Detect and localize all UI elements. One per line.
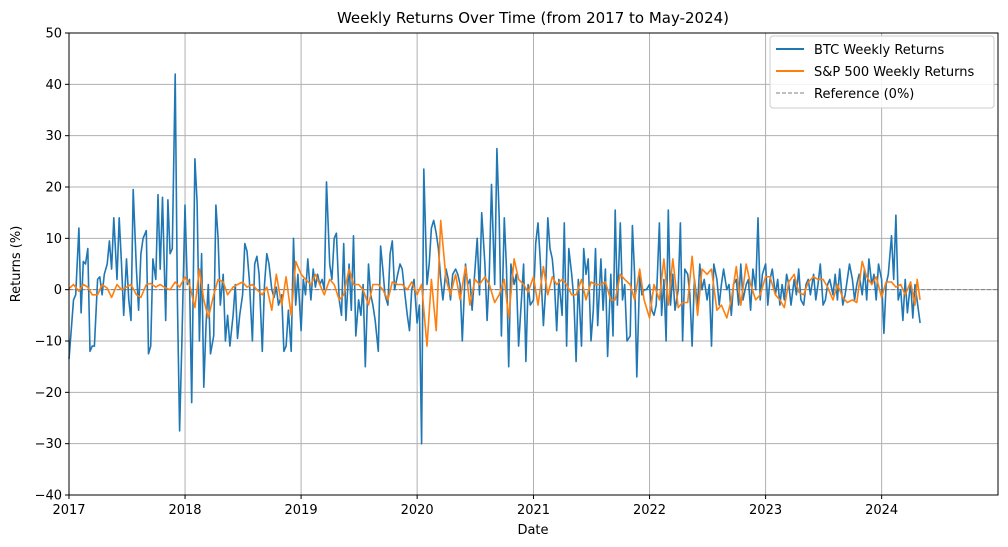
x-axis-ticks: 2017 2018 2019 2020 2021 2022 2023 2024	[52, 495, 898, 518]
legend-label-sp500: S&P 500 Weekly Returns	[814, 65, 974, 80]
y-tick-label: −10	[35, 335, 62, 350]
x-tick-label: 2017	[52, 503, 85, 518]
chart-title: Weekly Returns Over Time (from 2017 to M…	[337, 9, 729, 27]
x-tick-label: 2018	[168, 503, 201, 518]
y-tick-label: −30	[35, 437, 62, 452]
legend-box	[769, 35, 995, 109]
y-tick-label: 20	[45, 181, 62, 196]
y-tick-label: 40	[45, 78, 62, 93]
y-tick-label: −40	[35, 489, 62, 504]
legend-label-reference: Reference (0%)	[814, 87, 914, 102]
x-tick-label: 2020	[401, 503, 434, 518]
y-axis-ticks: −40 −30 −20 −10 0 10 20 30 40 50	[35, 27, 69, 504]
x-tick-label: 2019	[285, 503, 318, 518]
y-tick-label: 10	[45, 232, 62, 247]
x-tick-label: 2024	[865, 503, 898, 518]
series-lines	[68, 73, 921, 445]
y-tick-label: 30	[45, 129, 62, 144]
x-axis-title: Date	[517, 523, 548, 538]
btc-returns-line	[68, 73, 921, 445]
legend: BTC Weekly Returns S&P 500 Weekly Return…	[769, 35, 995, 109]
y-tick-label: −20	[35, 386, 62, 401]
x-tick-label: 2021	[517, 503, 550, 518]
y-tick-label: 0	[54, 283, 62, 298]
y-axis-title: Returns (%)	[9, 226, 24, 303]
y-tick-label: 50	[45, 27, 62, 42]
x-tick-label: 2023	[749, 503, 782, 518]
x-tick-label: 2022	[633, 503, 666, 518]
sp500-returns-line	[68, 219, 921, 347]
legend-label-btc: BTC Weekly Returns	[814, 43, 945, 58]
